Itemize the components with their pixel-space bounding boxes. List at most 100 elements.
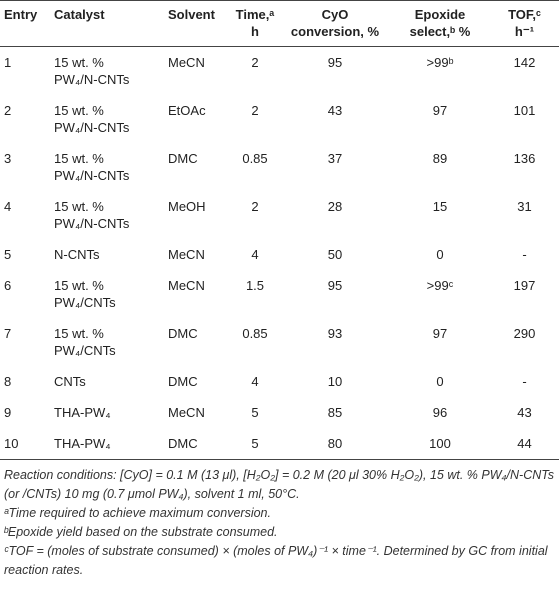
cell-line: 15 wt. % [54,55,104,70]
table-cell: 0.85 [242,326,268,341]
table-cell: 8 [4,374,12,389]
column-header: Time,ᵃ h [230,1,280,47]
cell-line: PW₄/N-CNTs [54,216,130,231]
table-cell: 80 [327,436,343,451]
table-cell: - [522,247,527,262]
table-cell: 15 [432,199,448,214]
table-cell: 2 [251,55,259,70]
cell-line: CNTs [54,374,86,389]
table-cell: 43 [327,103,343,118]
cell-line: h⁻¹ [514,24,535,39]
table-row: 7 15 wt. % PW₄/CNTs DMC 0.85 93 97 290 [0,318,559,366]
cell-line: 15 wt. % [54,278,104,293]
table-cell: 15 wt. % PW₄/CNTs [50,270,164,318]
table-row: 2 15 wt. % PW₄/N-CNTs EtOAc 2 43 97 101 [0,95,559,143]
table-cell: DMC [168,436,198,451]
table-cell: MeOH [168,199,206,214]
table-row: 3 15 wt. % PW₄/N-CNTs DMC 0.85 37 89 136 [0,143,559,191]
table-row: 4 15 wt. % PW₄/N-CNTs MeOH 2 28 15 31 [0,191,559,239]
table-cell: 50 [327,247,343,262]
table-cell: 4 [251,374,259,389]
column-header: Solvent [164,1,230,47]
table-cell: 1 [4,55,12,70]
table-row: 6 15 wt. % PW₄/CNTs MeCN 1.5 95 >99ᶜ 197 [0,270,559,318]
table-cell: 89 [432,151,448,166]
table-row: 5 N-CNTs MeCN 4 50 0 - [0,239,559,270]
table-cell: 37 [327,151,343,166]
table-cell: 4 [4,199,12,214]
table-cell: 97 [432,103,448,118]
cell-line: Solvent [168,7,215,22]
table-cell: 7 [4,326,12,341]
table-cell: 31 [517,199,532,214]
table-cell: 85 [327,405,343,420]
table-cell: 6 [4,278,12,293]
footnote: Reaction conditions: [CyO] = 0.1 M (13 μ… [4,468,554,501]
table-cell: 15 wt. % PW₄/N-CNTs [50,143,164,191]
footnote: ᵃTime required to achieve maximum conver… [4,506,271,520]
table-cell: DMC [168,326,198,341]
footnote: ᶜTOF = (moles of substrate consumed) × (… [4,544,548,577]
cell-line: N-CNTs [54,247,100,262]
table-cell: 5 [251,436,259,451]
table-cell: THA-PW₄ [50,428,164,460]
table-cell: 15 wt. % PW₄/N-CNTs [50,95,164,143]
table-row: 8 CNTs DMC 4 10 0 - [0,366,559,397]
cell-line: PW₄/N-CNTs [54,72,130,87]
table-cell: 0 [436,374,444,389]
table-row: 10 THA-PW₄ DMC 5 80 100 44 [0,428,559,460]
cell-line: PW₄/N-CNTs [54,168,130,183]
table-cell: EtOAc [168,103,206,118]
page: Entry Catalyst Solvent Time,ᵃ h CyO conversion… [0,0,559,580]
cell-line: THA-PW₄ [54,436,111,451]
cell-line: PW₄/N-CNTs [54,120,130,135]
table-cell: 0.85 [242,151,268,166]
table-cell: 100 [429,436,451,451]
cell-line: 15 wt. % [54,326,104,341]
column-header: Catalyst [50,1,164,47]
table-cell: DMC [168,374,198,389]
footnotes: Reaction conditions: [CyO] = 0.1 M (13 μ… [0,460,559,580]
table-cell: 3 [4,151,12,166]
cell-line: CyO [321,7,349,22]
table-cell: 43 [517,405,532,420]
table-cell: >99ᵇ [426,55,454,70]
table-cell: 97 [432,326,448,341]
table-cell: 15 wt. % PW₄/N-CNTs [50,191,164,239]
table-body: 1 15 wt. % PW₄/N-CNTs MeCN 2 95 >99ᵇ 142 2 15 wt.… [0,47,559,460]
header-row: Entry Catalyst Solvent Time,ᵃ h CyO conversion… [0,0,559,47]
table-cell: 2 [251,103,259,118]
column-header: CyO conversion, % [280,1,390,47]
table-cell: 1.5 [245,278,265,293]
column-header: Epoxide select,ᵇ % [390,1,490,47]
table-cell: N-CNTs [50,239,164,270]
cell-line: Entry [4,7,38,22]
cell-line: TOF,ᶜ [508,7,541,22]
cell-line: 15 wt. % [54,199,104,214]
table-cell: 4 [251,247,259,262]
table-cell: 10 [327,374,343,389]
column-header: Entry [0,1,50,47]
table-cell: - [522,374,527,389]
table-cell: 93 [327,326,343,341]
table-row: 9 THA-PW₄ MeCN 5 85 96 43 [0,397,559,428]
table-cell: 15 wt. % PW₄/CNTs [50,318,164,366]
table-cell: 290 [513,326,536,341]
cell-line: select,ᵇ % [409,24,471,39]
table-cell: MeCN [168,405,205,420]
cell-line: 15 wt. % [54,103,104,118]
table-cell: 5 [251,405,259,420]
table-cell: 95 [327,55,343,70]
table-cell: 2 [251,199,259,214]
table-cell: 96 [432,405,448,420]
cell-line: Epoxide [414,7,466,22]
cell-line: conversion, % [290,24,380,39]
table-cell: 28 [327,199,343,214]
cell-line: Catalyst [54,7,105,22]
table-cell: 101 [513,103,536,118]
table-cell: 136 [513,151,536,166]
table-cell: 142 [513,55,536,70]
table-cell: 0 [436,247,444,262]
table-cell: 9 [4,405,12,420]
cell-line: PW₄/CNTs [54,295,116,310]
